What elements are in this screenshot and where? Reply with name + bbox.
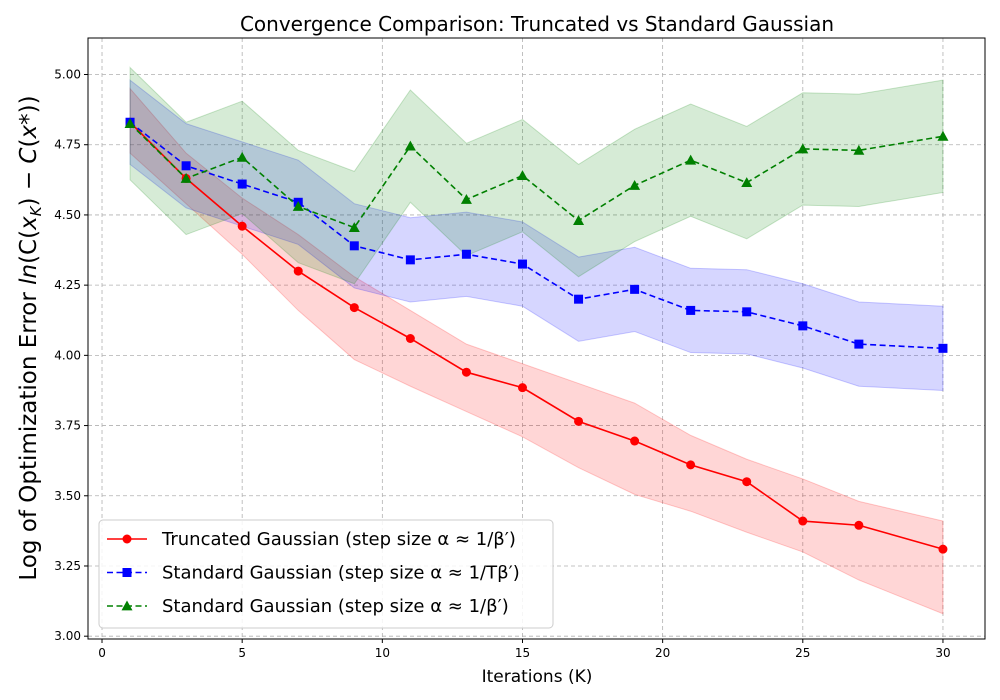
series-2-marker (461, 249, 471, 259)
y-tick-label: 3.00 (54, 629, 81, 643)
series-3-marker (124, 118, 136, 129)
x-tick-label: 20 (655, 646, 670, 660)
series-3-marker (629, 179, 641, 190)
x-axis-ticks: 0 5 10 15 20 25 30 (98, 639, 951, 660)
series-1-marker (938, 544, 948, 554)
series-3-marker (741, 177, 753, 188)
y-tick-label: 5.00 (54, 68, 81, 82)
series-3-marker (404, 140, 416, 151)
legend: Truncated Gaussian (step size α ≈ 1/β′) S… (98, 519, 554, 629)
x-tick-label: 25 (795, 646, 810, 660)
series-1-marker (349, 303, 359, 313)
legend-swatch-marker-3 (121, 600, 133, 611)
legend-swatch-marker-2 (122, 568, 132, 577)
series-1-marker (405, 334, 415, 343)
y-axis-ticks: 3.00 3.25 3.50 3.75 4.00 4.25 4.50 4.75 5.00 (54, 68, 88, 643)
y-tick-label: 3.50 (54, 489, 81, 503)
series-3-marker (797, 143, 809, 154)
series-3-marker (937, 130, 949, 141)
series-3-marker (180, 172, 192, 183)
legend-swatch-marker-1 (122, 534, 132, 544)
series-3-marker (516, 170, 528, 181)
series-1-marker (574, 416, 584, 426)
series-2-marker (686, 305, 696, 315)
x-tick-label: 30 (935, 646, 950, 660)
x-tick-label: 0 (98, 646, 106, 660)
series-1-marker (517, 383, 527, 393)
series-3-marker (853, 144, 865, 155)
y-tick-label: 4.50 (54, 208, 81, 222)
legend-label-3: Standard Gaussian (step size α ≈ 1/β′) (162, 596, 509, 617)
legend-label-1: Truncated Gaussian (step size α ≈ 1/β′) (161, 529, 516, 550)
series-3-line (129, 123, 944, 229)
series-2-marker (938, 343, 948, 353)
series-1-marker (461, 367, 471, 377)
series-3-marker (460, 193, 472, 204)
series-1-marker (742, 477, 752, 487)
y-tick-label: 3.75 (54, 419, 81, 433)
y-tick-label: 4.25 (54, 278, 81, 292)
y-axis-label: Log of Optimization Error ln(C(xK) − C(x… (16, 95, 45, 580)
series-2-band (129, 79, 944, 391)
series-2-marker (517, 259, 527, 269)
series-markers (124, 117, 949, 554)
series-1-marker (293, 266, 303, 276)
series-3-marker (685, 154, 697, 165)
series-2-marker (349, 241, 359, 251)
series-1-marker (237, 221, 247, 231)
chart-title: Convergence Comparison: Truncated vs Sta… (240, 12, 834, 36)
series-2-marker (742, 307, 752, 317)
series-2-marker (181, 161, 191, 171)
series-1-marker (798, 516, 808, 526)
series-1-band (129, 87, 944, 615)
series-1-marker (686, 460, 696, 470)
plot-frame (87, 37, 986, 640)
x-tick-label: 15 (515, 646, 530, 660)
series-1-marker (854, 520, 864, 530)
series-2-marker (237, 179, 247, 189)
series-2-marker (574, 294, 584, 304)
series-2-marker (405, 255, 415, 265)
series-3-marker (292, 201, 304, 211)
series-2-marker (630, 284, 640, 294)
series-2-marker (798, 321, 808, 331)
x-tick-label: 10 (375, 646, 390, 660)
x-axis-label: Iterations (K) (482, 667, 593, 687)
legend-label-2: Standard Gaussian (step size α ≈ 1/Tβ′) (162, 563, 520, 584)
y-tick-label: 4.00 (54, 348, 81, 362)
series-1-marker (630, 436, 640, 446)
x-tick-label: 5 (238, 646, 246, 660)
series-3-marker (573, 215, 585, 225)
legend-box (98, 519, 554, 629)
series-3-marker (348, 222, 360, 232)
series-3-marker (236, 151, 248, 162)
series-2-marker (854, 339, 864, 349)
y-tick-label: 4.75 (54, 138, 81, 152)
y-tick-label: 3.25 (54, 559, 81, 573)
